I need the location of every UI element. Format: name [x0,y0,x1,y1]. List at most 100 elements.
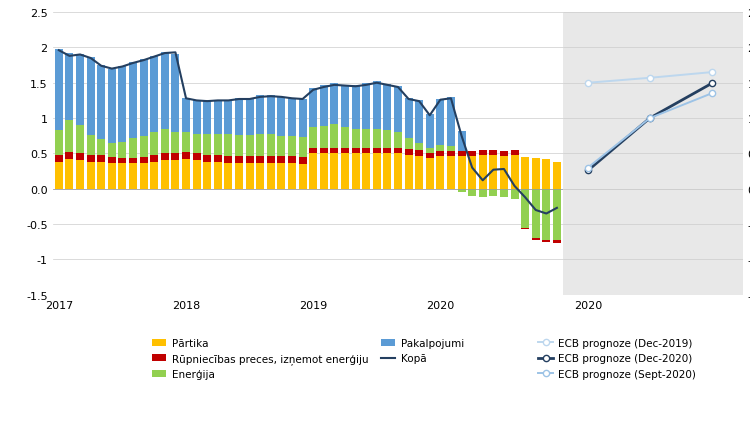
Bar [500,189,508,198]
Bar [235,136,243,157]
Bar [373,130,381,149]
Bar [182,133,190,153]
Legend: ECB prognoze (Dec-2019), ECB prognoze (Dec-2020), ECB prognoze (Sept-2020): ECB prognoze (Dec-2019), ECB prognoze (D… [534,334,700,383]
Bar [521,189,529,228]
Bar [235,157,243,164]
Bar [214,162,222,189]
Bar [458,189,466,193]
Bar [172,132,179,153]
Bar [182,153,190,160]
Bar [458,151,466,156]
Bar [394,132,402,149]
Bar [129,158,137,164]
Bar [426,148,433,154]
Bar [521,228,529,230]
Bar [426,115,433,148]
Bar [320,154,328,189]
Bar [394,86,402,132]
Bar [235,164,243,189]
Bar [224,156,232,163]
Bar [404,155,412,189]
Bar [278,163,285,189]
Bar [76,126,84,154]
Bar [331,154,338,189]
Bar [267,163,274,189]
Bar [224,101,232,135]
Bar [532,159,540,189]
Bar [235,99,243,136]
Bar [288,99,296,136]
Bar [246,136,254,157]
Bar [267,135,274,156]
Bar [65,160,74,189]
Bar [278,98,285,136]
Bar [193,161,200,189]
Bar [404,150,412,155]
Bar [246,164,254,189]
Bar [193,154,200,161]
Bar [447,147,455,151]
Bar [478,151,487,155]
Bar [331,149,338,154]
Bar [108,144,116,158]
Bar [193,100,200,135]
Bar [150,155,158,162]
Bar [532,239,540,241]
Bar [150,133,158,155]
Bar [542,189,550,240]
Bar [55,155,63,162]
Bar [394,154,402,189]
Bar [129,164,137,189]
Bar [447,151,455,156]
Bar [87,155,94,162]
Bar [309,149,317,154]
Bar [87,162,94,189]
Bar [193,134,200,154]
Bar [150,57,158,133]
Bar [65,153,74,160]
Bar [331,125,338,149]
Bar [352,154,359,189]
Bar [108,163,116,189]
Bar [320,149,328,154]
Bar [383,131,392,149]
Bar [436,151,444,156]
Bar [458,132,466,151]
Bar [352,149,359,154]
Bar [447,98,455,147]
Bar [468,189,476,196]
Bar [511,155,518,189]
Bar [108,158,116,163]
Bar [214,100,222,135]
Bar [267,95,274,135]
Bar [256,135,264,156]
Bar [172,161,179,189]
Bar [373,82,381,130]
Bar [278,156,285,163]
Bar [489,155,497,189]
Bar [553,240,561,243]
Bar [500,151,508,156]
Bar [160,154,169,161]
Bar [416,101,423,144]
Bar [309,154,317,189]
Bar [416,151,423,156]
Bar [214,134,222,155]
Bar [182,99,190,133]
Bar [383,154,392,189]
Bar [140,158,148,163]
Bar [373,149,381,154]
Bar [182,160,190,189]
Bar [65,121,74,153]
Bar [478,155,487,189]
Bar [542,240,550,242]
Bar [341,128,349,149]
Bar [521,158,529,189]
Bar [87,136,94,155]
Bar [55,162,63,189]
Bar [426,159,433,189]
Bar [542,160,550,189]
Bar [341,149,349,154]
Bar [140,60,148,136]
Bar [362,154,370,189]
